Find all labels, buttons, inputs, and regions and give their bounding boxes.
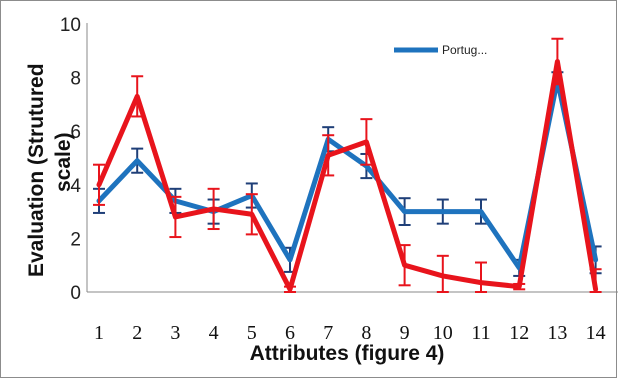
y-tick-label: 6 [70,122,81,143]
x-tick-label: 11 [471,322,490,344]
x-tick-label: 4 [209,322,219,344]
x-tick-label: 6 [285,322,295,344]
x-tick-label: 12 [509,322,529,344]
x-axis-title: Attributes (figure 4) [250,342,445,365]
y-tick-label: 8 [70,69,81,90]
legend: Portug... [394,43,487,57]
x-tick-label: 8 [361,322,371,344]
x-tick-label: 13 [547,322,567,344]
y-tick-labels: 0 2 4 6 8 10 [60,15,82,304]
y-tick-label: 10 [60,15,81,36]
y-tick-label: 2 [70,229,81,250]
y-axis-title-line-1: Evaluation (Strutured [25,63,48,277]
x-tick-label: 14 [586,322,606,344]
x-tick-label: 2 [132,322,142,344]
x-tick-label: 3 [170,322,180,344]
x-tick-label: 7 [323,322,333,344]
x-tick-label: 10 [433,322,453,344]
series-2 [93,37,602,293]
x-tick-label: 9 [400,322,410,344]
y-tick-label: 4 [70,176,81,197]
series-line [96,59,599,292]
y-axis-title-line-2: scale) [52,132,75,192]
y-tick-label: 0 [70,283,81,304]
series-1 [93,71,602,277]
series-line [96,77,599,271]
x-tick-label: 5 [247,322,257,344]
x-tick-labels: 1 2 3 4 5 6 7 8 9 10 11 12 13 14 [94,322,606,344]
legend-label: Portug... [442,43,487,57]
error-bar [475,261,487,293]
x-tick-label: 1 [94,322,104,344]
plot-series [93,37,602,293]
